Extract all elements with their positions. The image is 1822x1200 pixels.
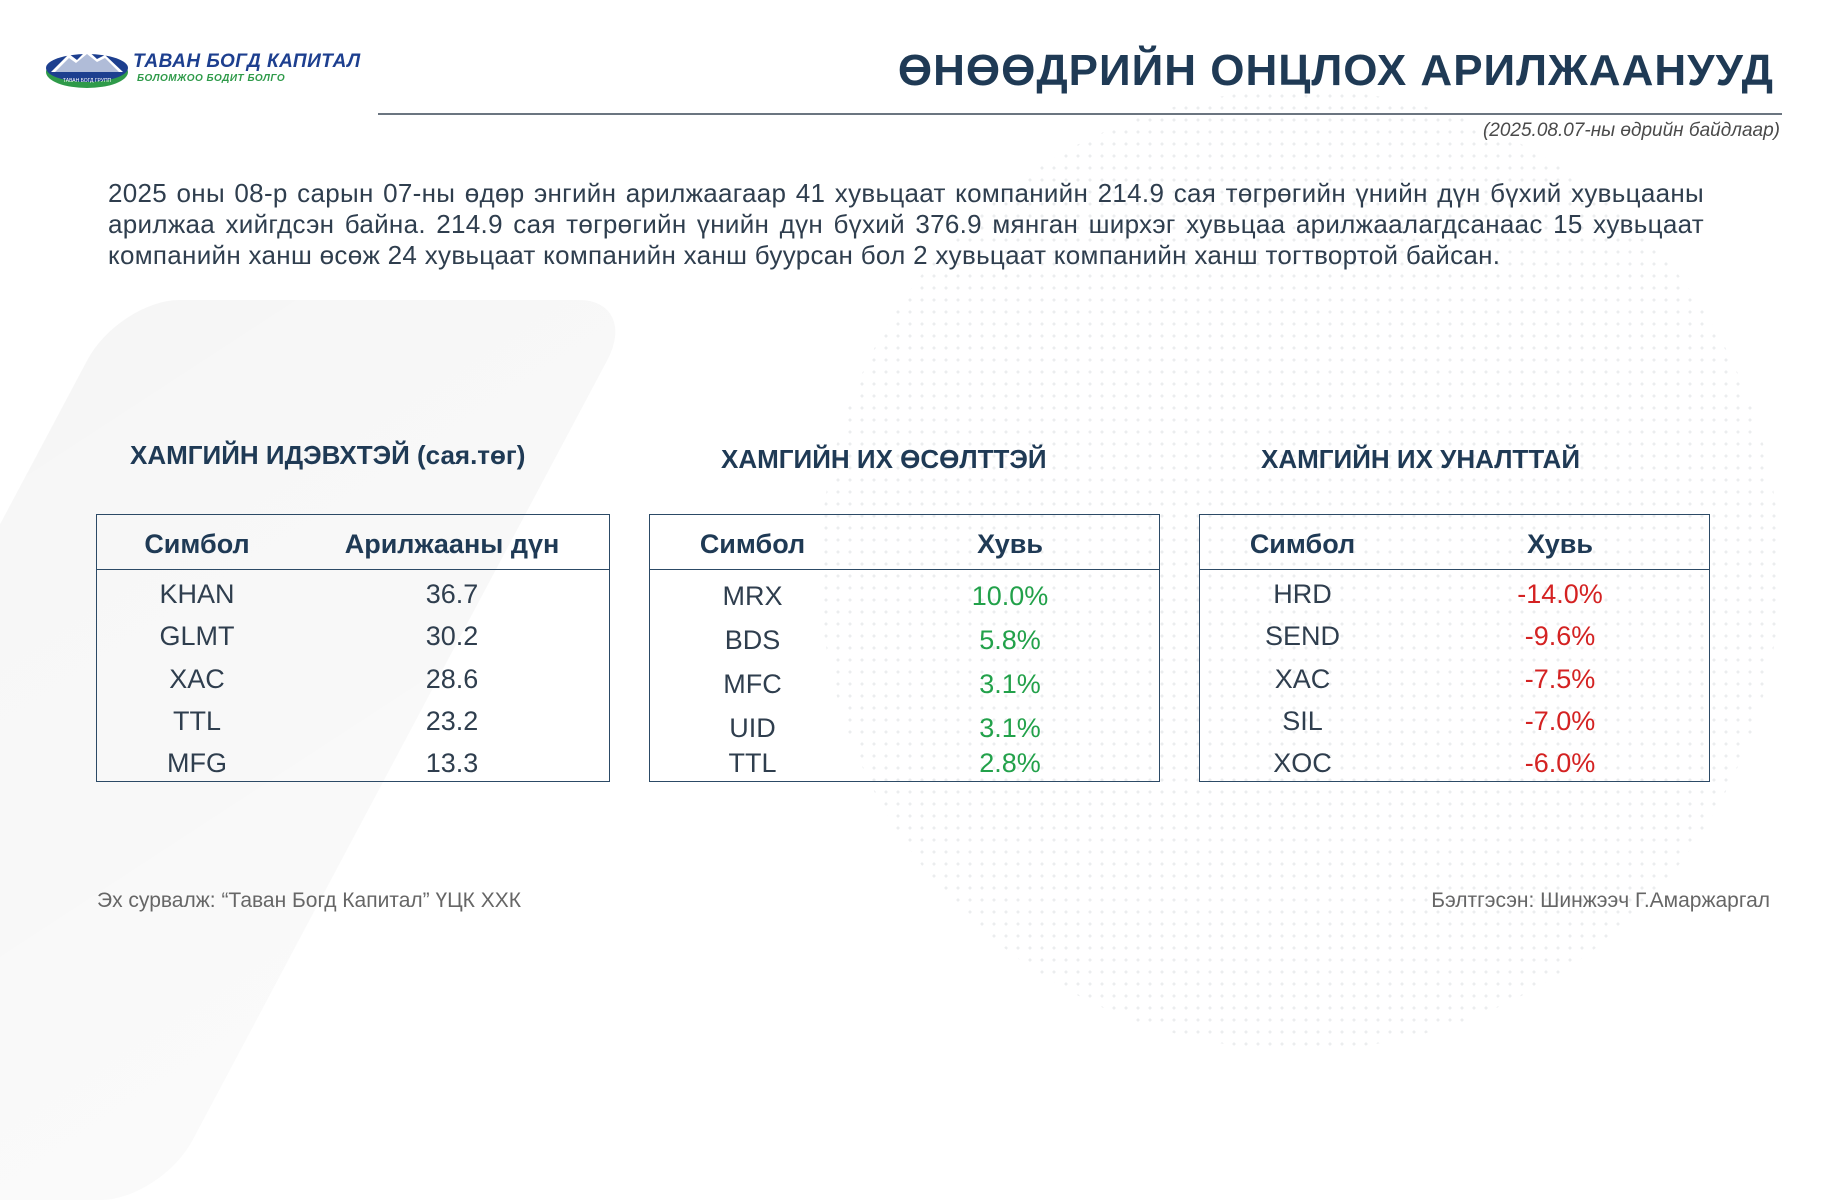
date-note: (2025.08.07-ны өдрийн байдлаар)	[1482, 120, 1780, 141]
table-header: Симбол Арилжааны дүн	[97, 515, 609, 570]
header-turnover: Арилжааны дүн	[344, 529, 560, 559]
most-active-table: Симбол Арилжааны дүн KHAN 36.7 GLMT 30.2…	[96, 514, 610, 782]
svg-text:ТАВАН БОГД ГРУПП: ТАВАН БОГД ГРУПП	[63, 78, 112, 84]
header-percent: Хувь	[977, 529, 1043, 559]
table-cell-loss: -9.6%	[1524, 621, 1596, 651]
table-header: Симбол Хувь	[1200, 515, 1709, 570]
table-cell-gain: 3.1%	[979, 669, 1041, 699]
table-cell-symbol: UID	[729, 713, 776, 743]
title-divider	[378, 113, 1782, 115]
most-active-title: ХАМГИЙН ИДЭВХТЭЙ (сая.төг)	[130, 440, 526, 470]
top-losers-title: ХАМГИЙН ИХ УНАЛТТАЙ	[1261, 444, 1581, 474]
table-cell-gain: 2.8%	[979, 748, 1041, 778]
table-cell-value: 23.2	[425, 706, 479, 736]
header-symbol: Симбол	[1249, 529, 1356, 559]
logo-title: ТАВАН БОГД КАПИТАЛ	[133, 51, 361, 72]
prepared-by-note: Бэлтгэсэн: Шинжээч Г.Амаржаргал	[1431, 889, 1770, 912]
table-header: Симбол Хувь	[650, 515, 1159, 570]
top-losers-table: Симбол Хувь HRD -14.0% SEND -9.6% XAC -7…	[1199, 514, 1710, 782]
table-cell-symbol: SIL	[1282, 706, 1323, 736]
top-gainers-table: Симбол Хувь MRX 10.0% BDS 5.8% MFC 3.1% …	[649, 514, 1160, 782]
table-cell-value: 28.6	[425, 664, 479, 694]
mountain-logo-icon: ТАВАН БОГД ГРУПП	[46, 50, 128, 88]
table-cell-symbol: KHAN	[159, 579, 235, 609]
table-cell-gain: 3.1%	[979, 713, 1041, 743]
table-cell-symbol: HRD	[1273, 579, 1332, 609]
table-cell-value: 36.7	[425, 579, 479, 609]
table-cell-loss: -6.0%	[1524, 748, 1596, 778]
table-cell-symbol: MFG	[167, 748, 227, 778]
table-cell-symbol: TTL	[172, 706, 221, 736]
header-symbol: Симбол	[699, 529, 806, 559]
table-cell-value: 30.2	[425, 621, 479, 651]
market-summary-paragraph: 2025 оны 08-р сарын 07-ны өдөр энгийн ар…	[108, 178, 1704, 270]
table-cell-loss: -7.5%	[1524, 664, 1596, 694]
table-cell-symbol: XOC	[1273, 748, 1332, 778]
table-cell-symbol: MFC	[723, 669, 782, 699]
background-globe-pattern	[820, 90, 1780, 1050]
page-title: ӨНӨӨДРИЙН ОНЦЛОХ АРИЛЖААНУУД	[897, 46, 1774, 95]
source-note: Эх сурвалж: “Таван Богд Капитал” ҮЦК ХХК	[97, 889, 521, 912]
logo-slogan: БОЛОМЖОО БОДИТ БОЛГО	[137, 73, 286, 84]
table-cell-symbol: BDS	[724, 625, 781, 655]
table-cell-value: 13.3	[425, 748, 479, 778]
table-cell-loss: -7.0%	[1524, 706, 1596, 736]
table-cell-gain: 5.8%	[979, 625, 1041, 655]
header-symbol: Симбол	[144, 529, 250, 559]
top-gainers-title: ХАМГИЙН ИХ ӨСӨЛТТЭЙ	[721, 444, 1047, 474]
table-cell-symbol: SEND	[1264, 621, 1340, 651]
table-cell-loss: -14.0%	[1517, 579, 1603, 609]
table-cell-symbol: MRX	[722, 581, 783, 611]
table-cell-gain: 10.0%	[971, 581, 1049, 611]
company-logo: ТАВАН БОГД ГРУПП ТАВАН БОГД КАПИТАЛ БОЛО…	[45, 46, 360, 96]
header-percent: Хувь	[1527, 529, 1593, 559]
table-cell-symbol: XAC	[1274, 664, 1331, 694]
table-cell-symbol: XAC	[169, 664, 225, 694]
table-cell-symbol: GLMT	[159, 621, 235, 651]
table-cell-symbol: TTL	[728, 748, 777, 778]
